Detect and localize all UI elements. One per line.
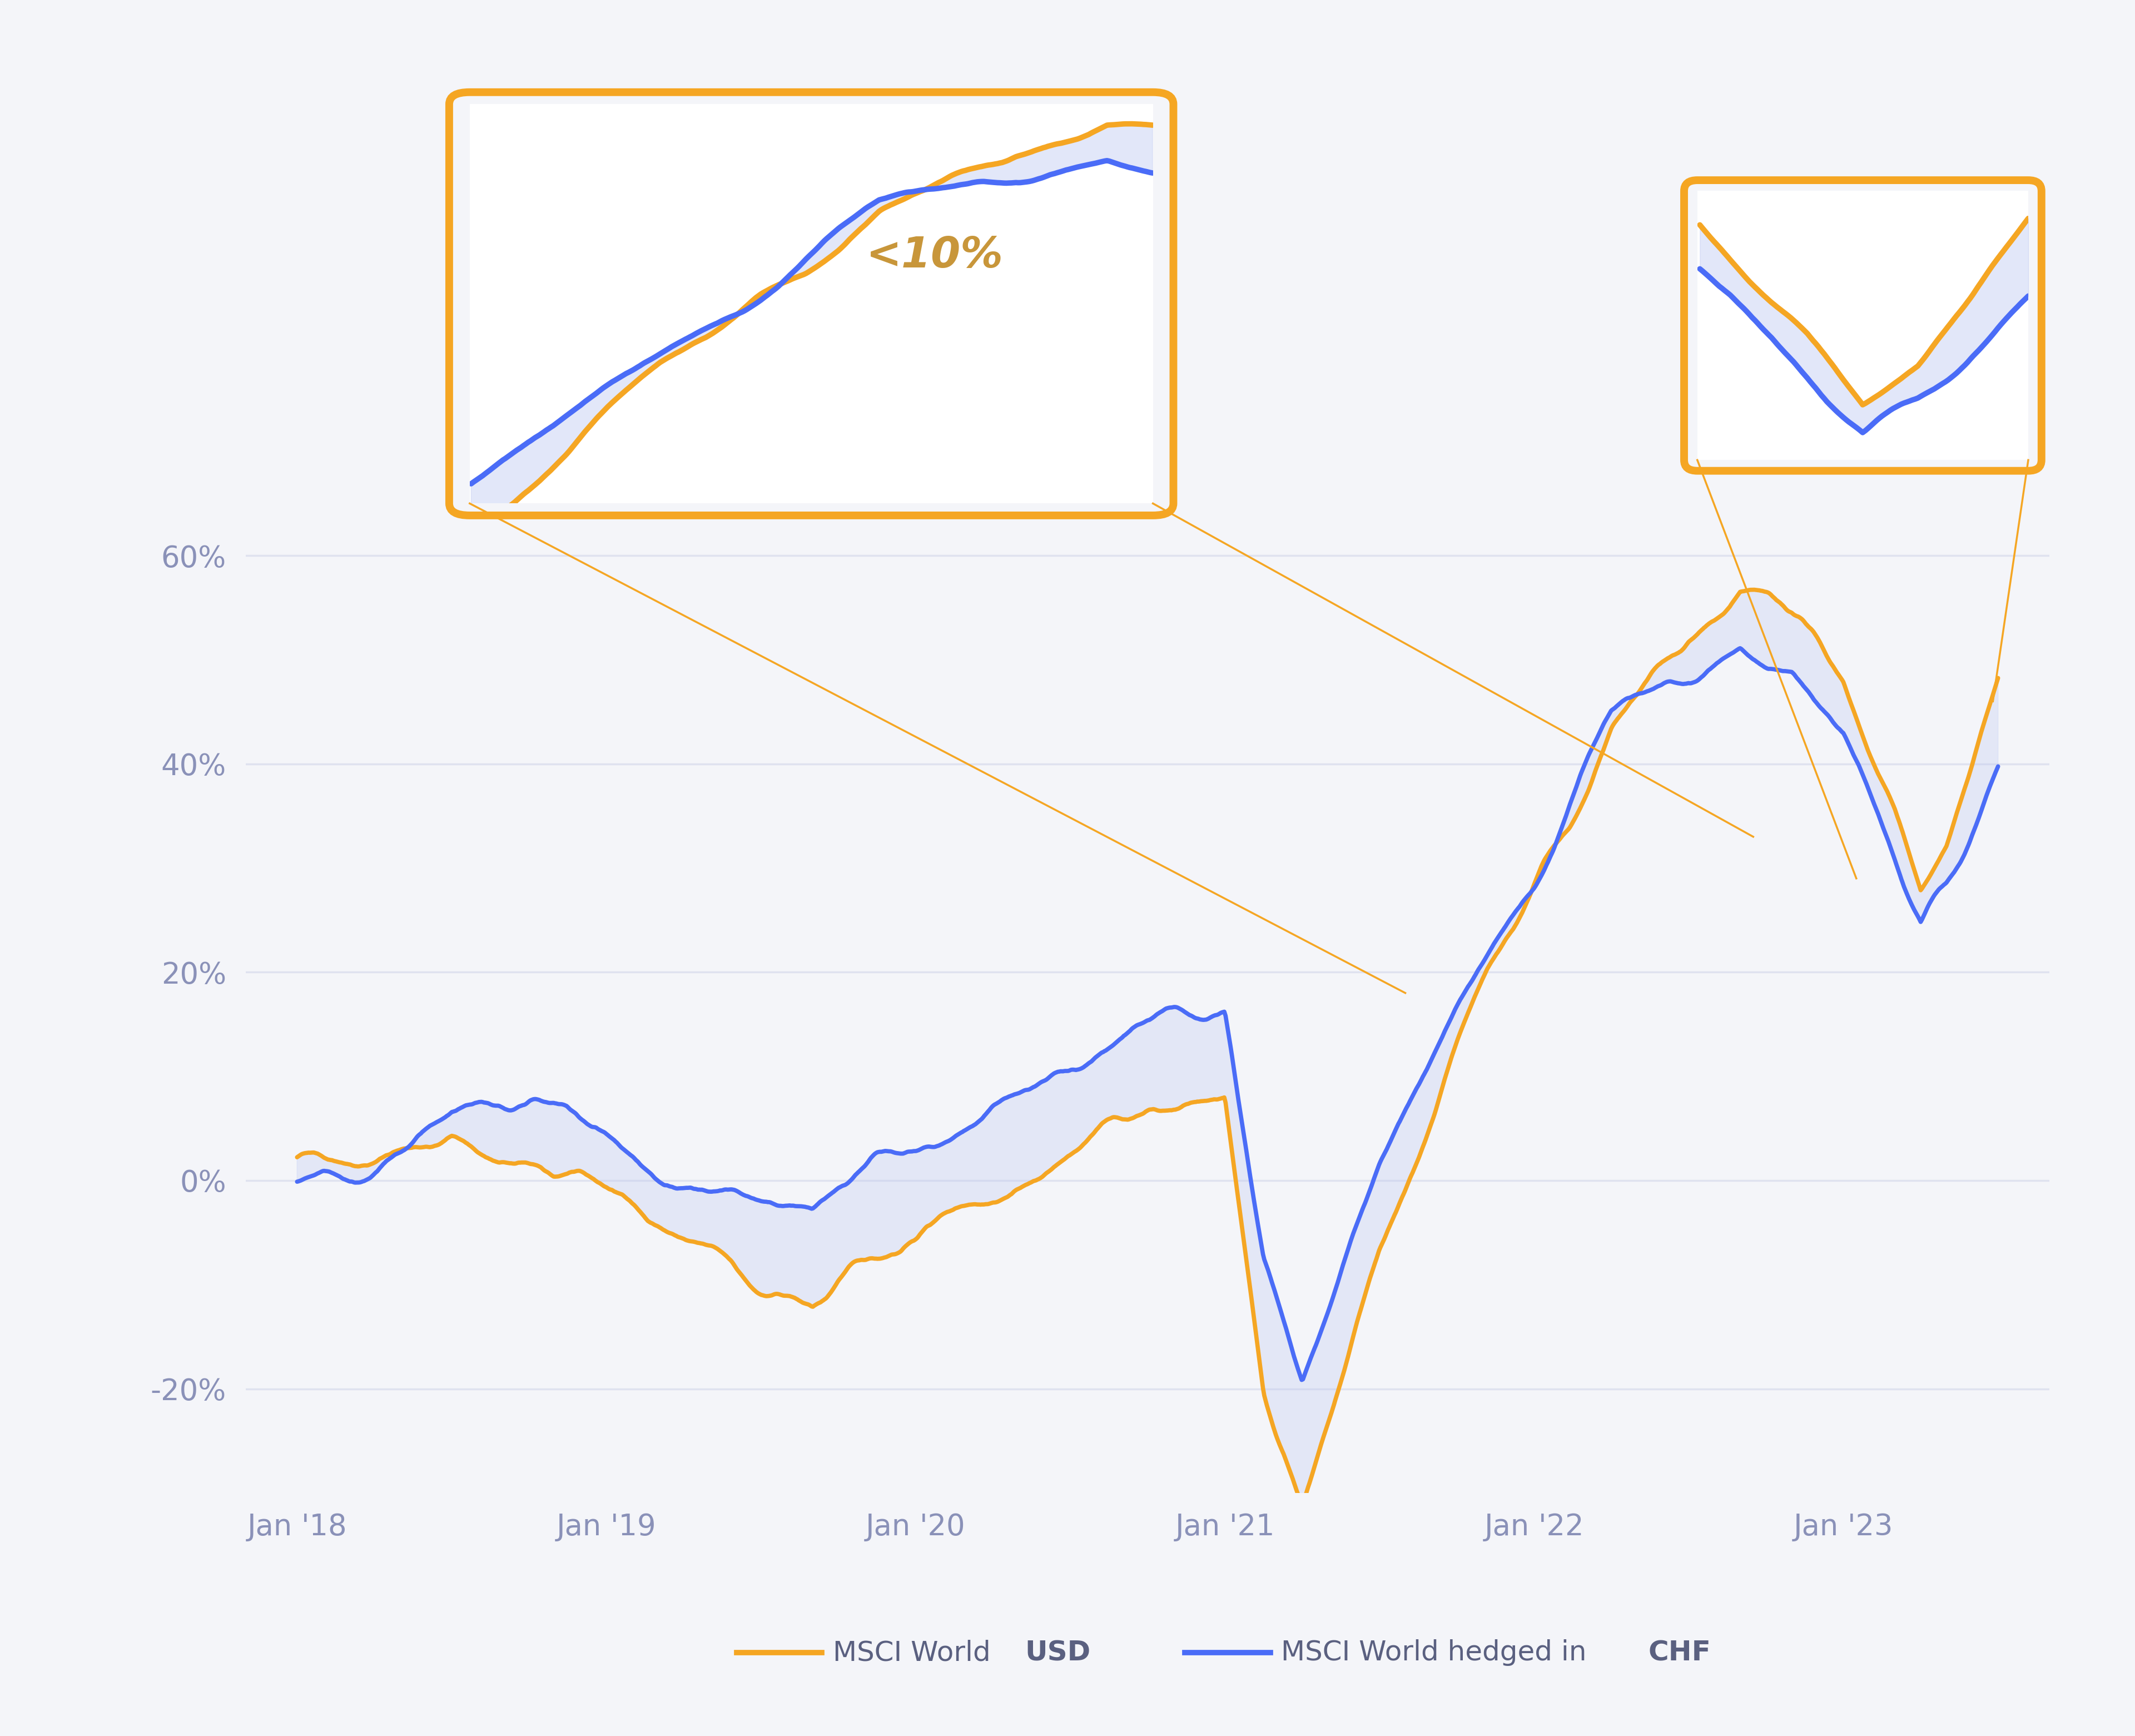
Text: CHF: CHF xyxy=(1648,1639,1710,1667)
Text: MSCI World hedged in: MSCI World hedged in xyxy=(1281,1639,1595,1667)
Text: <10%: <10% xyxy=(867,236,1003,276)
Text: MSCI World: MSCI World xyxy=(833,1639,999,1667)
Text: USD: USD xyxy=(1025,1639,1091,1667)
